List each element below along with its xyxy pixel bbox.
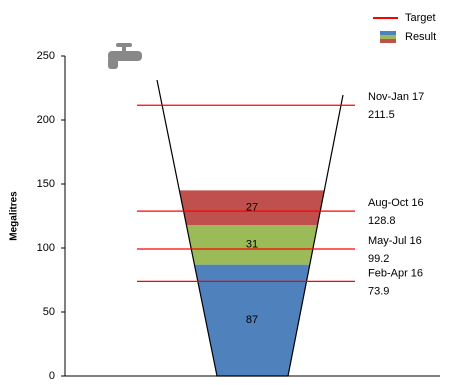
target-value: 73.9 <box>368 285 389 297</box>
y-tick-label: 50 <box>43 306 55 318</box>
faucet-icon <box>108 43 142 69</box>
target-name: Feb-Apr 16 <box>368 267 423 279</box>
target-name: Aug-Oct 16 <box>368 197 424 209</box>
legend-swatch <box>380 35 396 39</box>
result-segment <box>186 224 318 265</box>
y-tick-label: 0 <box>49 370 55 382</box>
segment-label: 87 <box>246 314 258 326</box>
legend-label: Target <box>405 12 436 24</box>
target-name: May-Jul 16 <box>368 235 422 247</box>
y-axis-label: Megalitres <box>9 191 20 241</box>
segment-label: 27 <box>246 202 258 214</box>
y-tick-label: 100 <box>37 242 55 254</box>
target-value: 99.2 <box>368 253 389 265</box>
y-tick-label: 200 <box>37 114 55 126</box>
target-value: 128.8 <box>368 215 396 227</box>
target-name: Nov-Jan 17 <box>368 91 424 103</box>
legend-swatch <box>380 39 396 43</box>
segment-label: 31 <box>246 239 258 251</box>
legend-label: Result <box>405 31 436 43</box>
result-segment <box>179 190 325 225</box>
bucket-outline <box>156 79 344 377</box>
y-tick-label: 150 <box>37 178 55 190</box>
result-segment <box>194 264 310 376</box>
target-value: 211.5 <box>368 109 395 121</box>
legend-swatch <box>380 31 396 35</box>
y-tick-label: 250 <box>37 50 55 62</box>
